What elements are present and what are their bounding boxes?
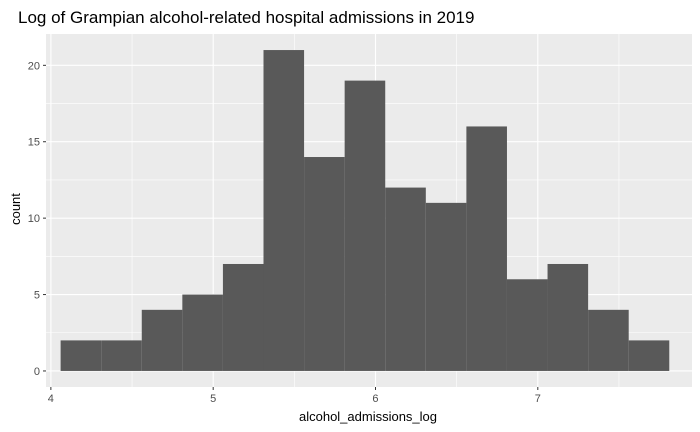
x-tick-label: 7 xyxy=(535,393,541,405)
histogram-bar xyxy=(588,309,629,371)
y-axis-title: count xyxy=(8,193,23,225)
y-axis-ticks: 0 5 10 15 20 xyxy=(28,60,46,378)
histogram-bar xyxy=(101,340,142,371)
x-tick-label: 5 xyxy=(210,393,216,405)
x-axis-title: alcohol_admissions_log xyxy=(299,409,437,424)
histogram-bar xyxy=(263,50,305,371)
histogram-bar xyxy=(344,80,386,371)
histogram-bar xyxy=(182,294,223,371)
chart-title: Log of Grampian alcohol-related hospital… xyxy=(18,8,474,27)
y-tick-label: 15 xyxy=(28,137,40,149)
histogram-bar xyxy=(628,340,670,371)
histogram-bar xyxy=(547,263,589,371)
histogram-bar xyxy=(385,187,426,371)
x-tick-label: 6 xyxy=(372,393,378,405)
histogram-bar xyxy=(304,157,345,371)
histogram-bar xyxy=(425,202,467,371)
histogram-bar xyxy=(466,126,507,371)
y-tick-label: 10 xyxy=(28,213,40,225)
histogram-bar xyxy=(141,309,183,371)
x-axis-ticks: 4 5 6 7 xyxy=(48,387,541,405)
y-tick-label: 20 xyxy=(28,60,40,72)
x-tick-label: 4 xyxy=(48,393,54,405)
y-tick-label: 0 xyxy=(34,366,40,378)
histogram-bar xyxy=(60,340,102,371)
histogram-bars xyxy=(60,50,670,371)
y-tick-label: 5 xyxy=(34,290,40,302)
histogram-bar xyxy=(222,263,264,371)
histogram-bar xyxy=(506,279,548,371)
